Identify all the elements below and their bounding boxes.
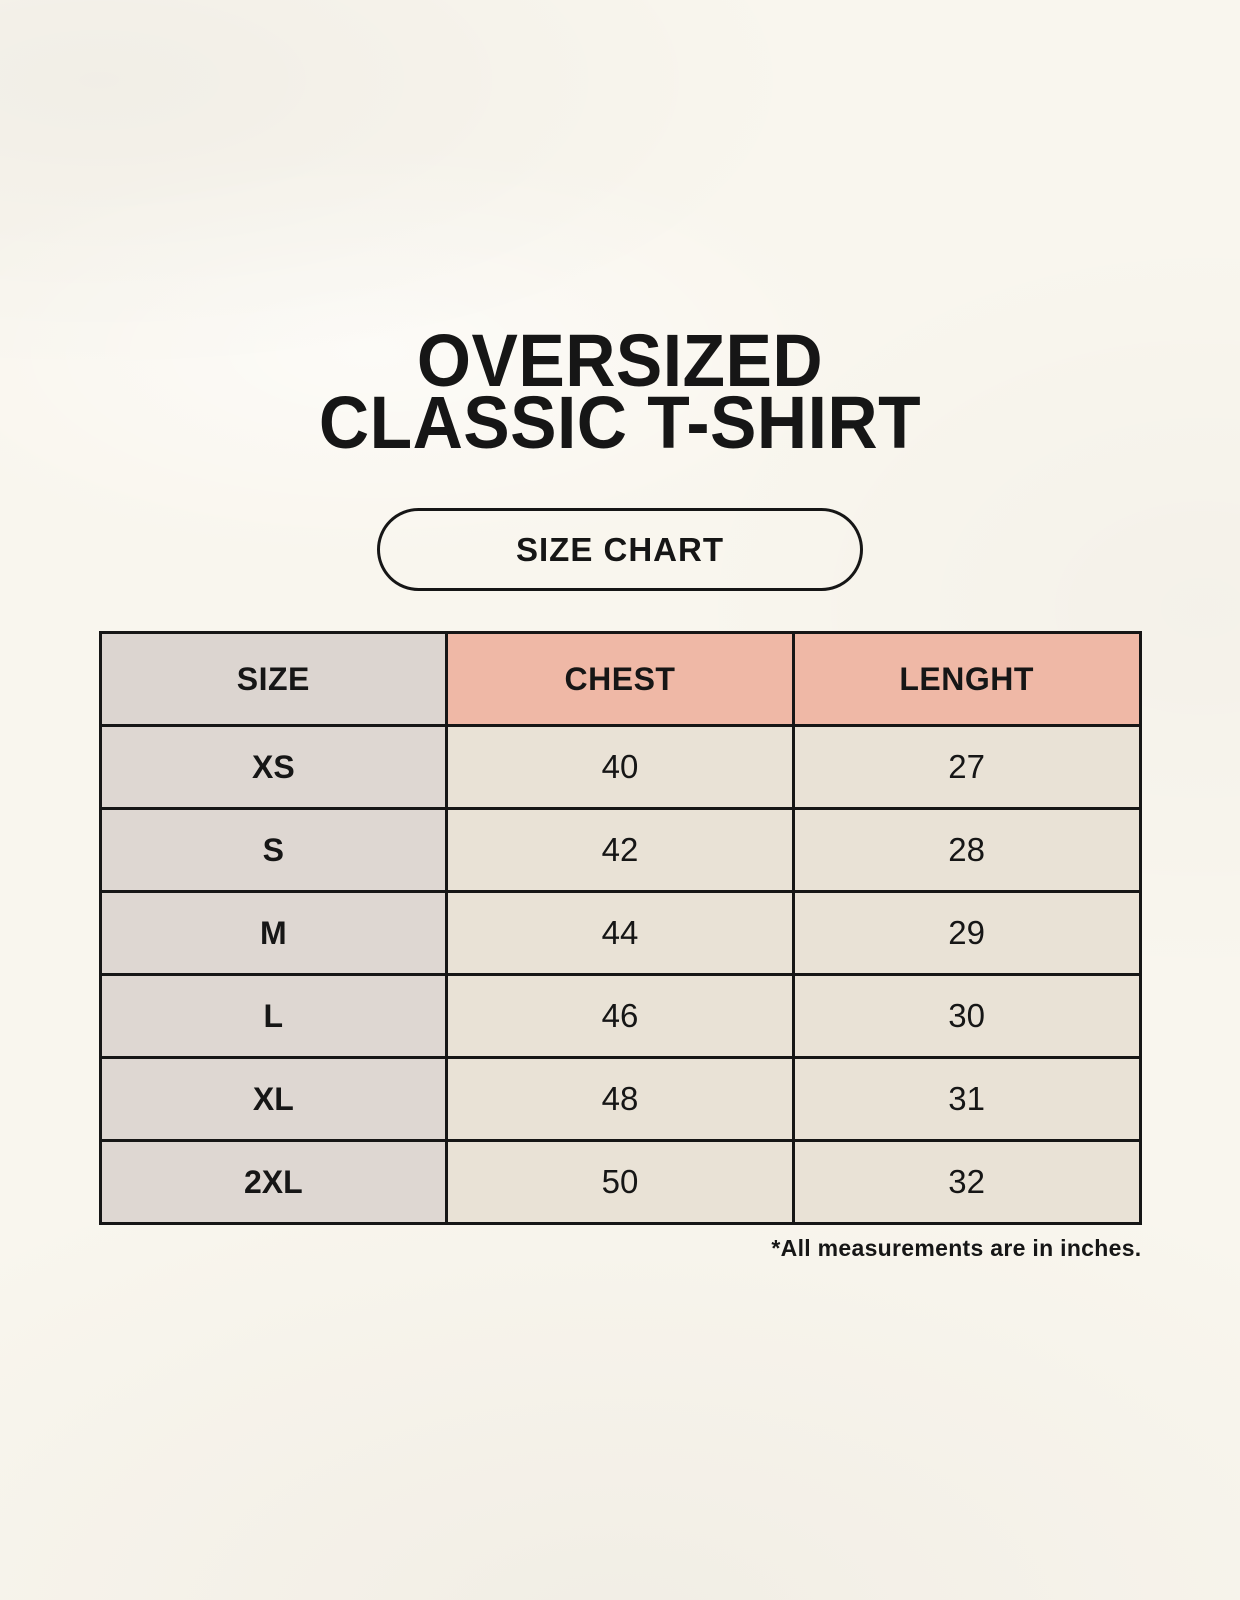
table-row: M 44 29	[98, 890, 1142, 976]
table-row: XS 40 27	[98, 724, 1142, 810]
length-cell: 28	[791, 807, 1142, 893]
chest-cell: 48	[445, 1056, 795, 1142]
table-row: 2XL 50 32	[98, 1139, 1142, 1225]
chest-cell: 46	[445, 973, 795, 1059]
page-title: OVERSIZED CLASSIC T-SHIRT	[37, 0, 1203, 464]
header-cell-chest: CHEST	[445, 631, 795, 727]
table-row: L 46 30	[98, 973, 1142, 1059]
chest-cell: 42	[445, 807, 795, 893]
length-cell: 32	[791, 1139, 1142, 1225]
size-cell: S	[98, 807, 449, 893]
size-cell: M	[98, 890, 449, 976]
header-cell-size: SIZE	[98, 631, 449, 727]
chest-cell: 44	[445, 890, 795, 976]
chest-cell: 40	[445, 724, 795, 810]
chest-cell: 50	[445, 1139, 795, 1225]
length-cell: 27	[791, 724, 1142, 810]
table-header-row: SIZE CHEST LENGHT	[98, 631, 1142, 727]
measurements-note: *All measurements are in inches.	[771, 1235, 1142, 1261]
header-cell-length: LENGHT	[791, 631, 1142, 727]
length-cell: 30	[791, 973, 1142, 1059]
size-chart-table: SIZE CHEST LENGHT XS 40 27 S 42 28 M 44 …	[98, 631, 1142, 1225]
size-chart-badge-label: SIZE CHART	[516, 530, 724, 568]
size-cell: L	[98, 973, 449, 1059]
size-cell: XS	[98, 724, 449, 810]
length-cell: 31	[791, 1056, 1142, 1142]
length-cell: 29	[791, 890, 1142, 976]
size-chart-badge: SIZE CHART	[377, 508, 863, 591]
table-row: S 42 28	[98, 807, 1142, 893]
title-line-2: CLASSIC T-SHIRT	[318, 381, 922, 464]
size-cell: XL	[98, 1056, 449, 1142]
page: OVERSIZED CLASSIC T-SHIRT SIZE CHART SIZ…	[37, 0, 1203, 1261]
table-row: XL 48 31	[98, 1056, 1142, 1142]
size-cell: 2XL	[98, 1139, 449, 1225]
title-line-1: OVERSIZED	[416, 319, 824, 402]
